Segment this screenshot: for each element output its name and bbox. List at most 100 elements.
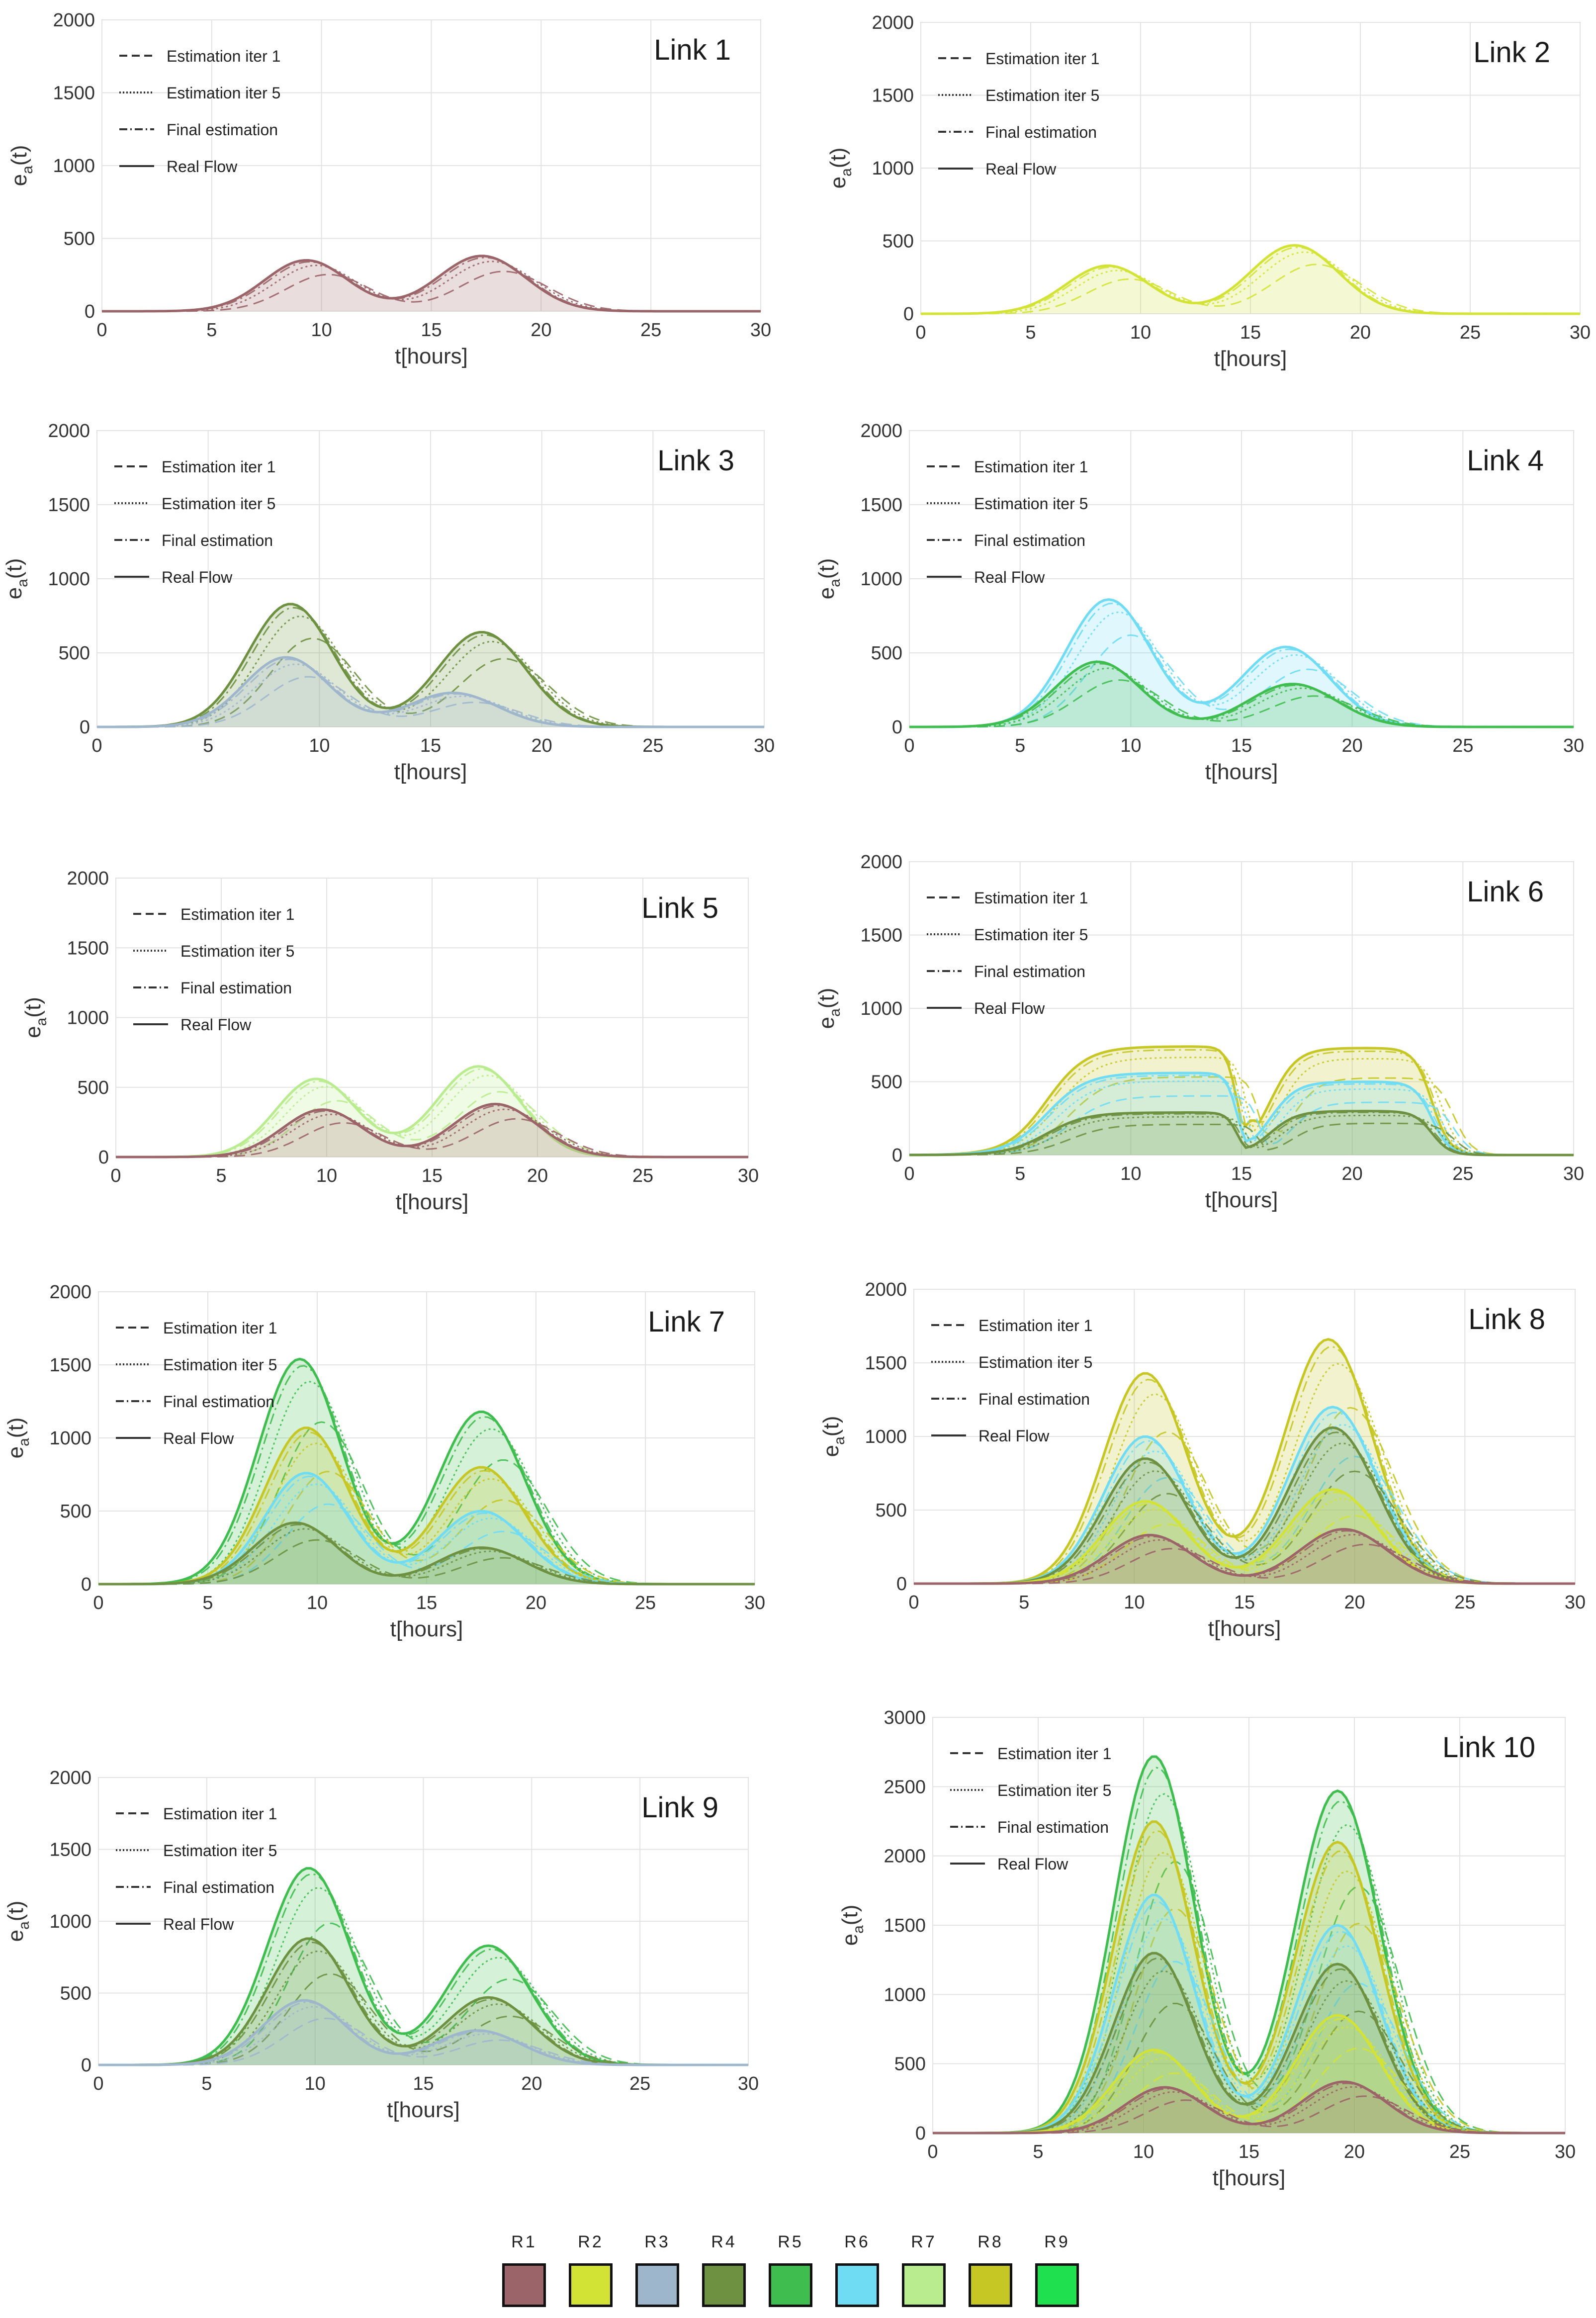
legend-label: Real Flow xyxy=(997,1855,1068,1873)
legend-label: Estimation iter 1 xyxy=(978,1317,1092,1335)
series-estimate-dashdot-R8 xyxy=(909,1049,1574,1156)
x-tick-label: 15 xyxy=(1234,1592,1255,1613)
x-tick-label: 10 xyxy=(1124,1592,1145,1613)
x-tick-label: 0 xyxy=(904,1163,914,1184)
y-tick-label: 500 xyxy=(876,1500,907,1521)
panel-title: Link 2 xyxy=(1473,36,1550,69)
y-tick-label: 2000 xyxy=(49,1768,91,1788)
series-estimate-dotted-R4 xyxy=(98,1528,755,1585)
y-tick-label: 1500 xyxy=(872,86,914,106)
legend-label: Final estimation xyxy=(167,121,278,139)
series-area-R5 xyxy=(98,1359,755,1584)
legend-label: Real Flow xyxy=(180,1016,252,1034)
x-tick-label: 10 xyxy=(1120,1163,1141,1184)
x-tick-label: 20 xyxy=(532,735,552,756)
series-estimate-dotted-R8 xyxy=(909,1057,1574,1156)
x-tick-label: 20 xyxy=(1350,322,1371,343)
y-axis-label: ea(t) xyxy=(838,1905,867,1946)
legend-label: Estimation iter 1 xyxy=(167,47,280,65)
series-area-R3 xyxy=(98,2000,748,2065)
route-label-R6: R6 xyxy=(844,2232,870,2251)
y-tick-label: 1000 xyxy=(48,569,90,590)
y-tick-label: 500 xyxy=(60,1983,91,2004)
series-estimate-dashed-R4 xyxy=(97,637,764,728)
x-axis-label: t[hours] xyxy=(1213,2166,1286,2190)
y-tick-label: 0 xyxy=(98,1147,109,1168)
x-tick-label: 0 xyxy=(915,322,926,343)
legend-label: Final estimation xyxy=(180,979,292,997)
x-tick-label: 20 xyxy=(1344,2141,1365,2162)
y-tick-label: 2000 xyxy=(860,421,902,442)
chart-panel-3: 0 5 10 15 20 25 30 0 500 1000 1500 2000 t[hours] ea(t… xyxy=(2,421,775,784)
series-estimate-dashdot-R4 xyxy=(97,607,764,728)
y-axis-label: ea(t) xyxy=(3,1418,32,1459)
legend-label: Final estimation xyxy=(974,963,1085,981)
y-tick-label: 1500 xyxy=(49,1840,91,1861)
legend-label: Estimation iter 1 xyxy=(985,50,1099,68)
route-label-R5: R5 xyxy=(778,2232,803,2251)
route-swatch-R8 xyxy=(969,2263,1012,2307)
panel-title: Link 4 xyxy=(1467,445,1544,477)
series-estimate-dashdot-R2 xyxy=(921,246,1580,315)
x-axis-label: t[hours] xyxy=(1205,1188,1278,1212)
x-tick-label: 15 xyxy=(1240,322,1261,343)
y-axis-label: ea(t) xyxy=(2,558,31,600)
x-tick-label: 20 xyxy=(526,1593,546,1613)
x-axis-label: t[hours] xyxy=(1208,1616,1281,1641)
x-tick-label: 5 xyxy=(206,320,217,341)
y-tick-label: 1500 xyxy=(884,1915,926,1936)
x-tick-label: 30 xyxy=(1570,322,1591,343)
y-tick-label: 2500 xyxy=(884,1777,926,1797)
y-tick-label: 1500 xyxy=(48,495,90,516)
y-tick-label: 2000 xyxy=(48,421,90,442)
legend-label: Estimation iter 5 xyxy=(180,942,294,960)
legend-label: Estimation iter 1 xyxy=(163,1319,277,1337)
y-tick-label: 2000 xyxy=(67,868,109,889)
chart-panel-6: 0 5 10 15 20 25 30 0 500 1000 1500 2000 t[hours] ea(t… xyxy=(814,852,1584,1212)
y-tick-label: 1000 xyxy=(49,1428,91,1449)
series-area-R2 xyxy=(921,245,1580,314)
y-tick-label: 2000 xyxy=(872,12,914,33)
y-tick-label: 2000 xyxy=(865,1279,907,1300)
series-estimate-dashdot-R5 xyxy=(909,663,1574,728)
x-tick-label: 0 xyxy=(904,735,914,756)
series-area-R5 xyxy=(909,662,1574,727)
legend-label: Real Flow xyxy=(162,568,233,586)
x-tick-label: 20 xyxy=(1342,735,1363,756)
series-estimate-dashdot-R1 xyxy=(102,257,761,312)
legend-label: Final estimation xyxy=(163,1393,274,1411)
chart-panel-5: 0 5 10 15 20 25 30 0 500 1000 1500 2000 t[hours] ea(t… xyxy=(21,868,759,1214)
x-tick-label: 25 xyxy=(640,320,661,341)
series-area-R5 xyxy=(98,1868,748,2065)
route-swatch-R6 xyxy=(835,2263,879,2307)
x-tick-label: 15 xyxy=(1239,2141,1259,2162)
series-area-R4 xyxy=(98,1939,748,2065)
x-axis-label: t[hours] xyxy=(390,1617,463,1641)
x-tick-label: 0 xyxy=(93,1593,103,1613)
series-estimate-dashdot-R4 xyxy=(98,1523,755,1585)
legend-label: Estimation iter 1 xyxy=(974,458,1088,476)
legend-label: Final estimation xyxy=(162,532,273,549)
series-area-R8 xyxy=(933,1821,1565,2133)
x-tick-label: 20 xyxy=(1342,1163,1363,1184)
series-area-R8 xyxy=(914,1339,1575,1584)
x-axis-label: t[hours] xyxy=(387,2098,460,2122)
series-estimate-dashdot-R3 xyxy=(97,658,764,728)
legend-label: Estimation iter 5 xyxy=(974,926,1088,944)
series-estimate-dashdot-R6 xyxy=(909,1074,1574,1156)
y-tick-label: 3000 xyxy=(884,1707,926,1728)
y-tick-label: 1500 xyxy=(49,1355,91,1376)
legend-label: Estimation iter 1 xyxy=(163,1805,277,1823)
route-label-R1: R1 xyxy=(511,2232,537,2251)
panel-title: Link 1 xyxy=(654,34,731,66)
legend-label: Final estimation xyxy=(978,1390,1090,1408)
series-estimate-dashed-R4 xyxy=(98,1539,755,1585)
y-tick-label: 0 xyxy=(896,1574,907,1595)
x-tick-label: 25 xyxy=(635,1593,656,1613)
y-tick-label: 0 xyxy=(80,717,90,738)
legend-label: Final estimation xyxy=(985,123,1097,141)
y-tick-label: 0 xyxy=(892,1145,902,1166)
series-estimate-dotted-R3 xyxy=(97,663,764,728)
series-area-R8 xyxy=(98,1427,755,1584)
x-tick-label: 5 xyxy=(203,735,213,756)
